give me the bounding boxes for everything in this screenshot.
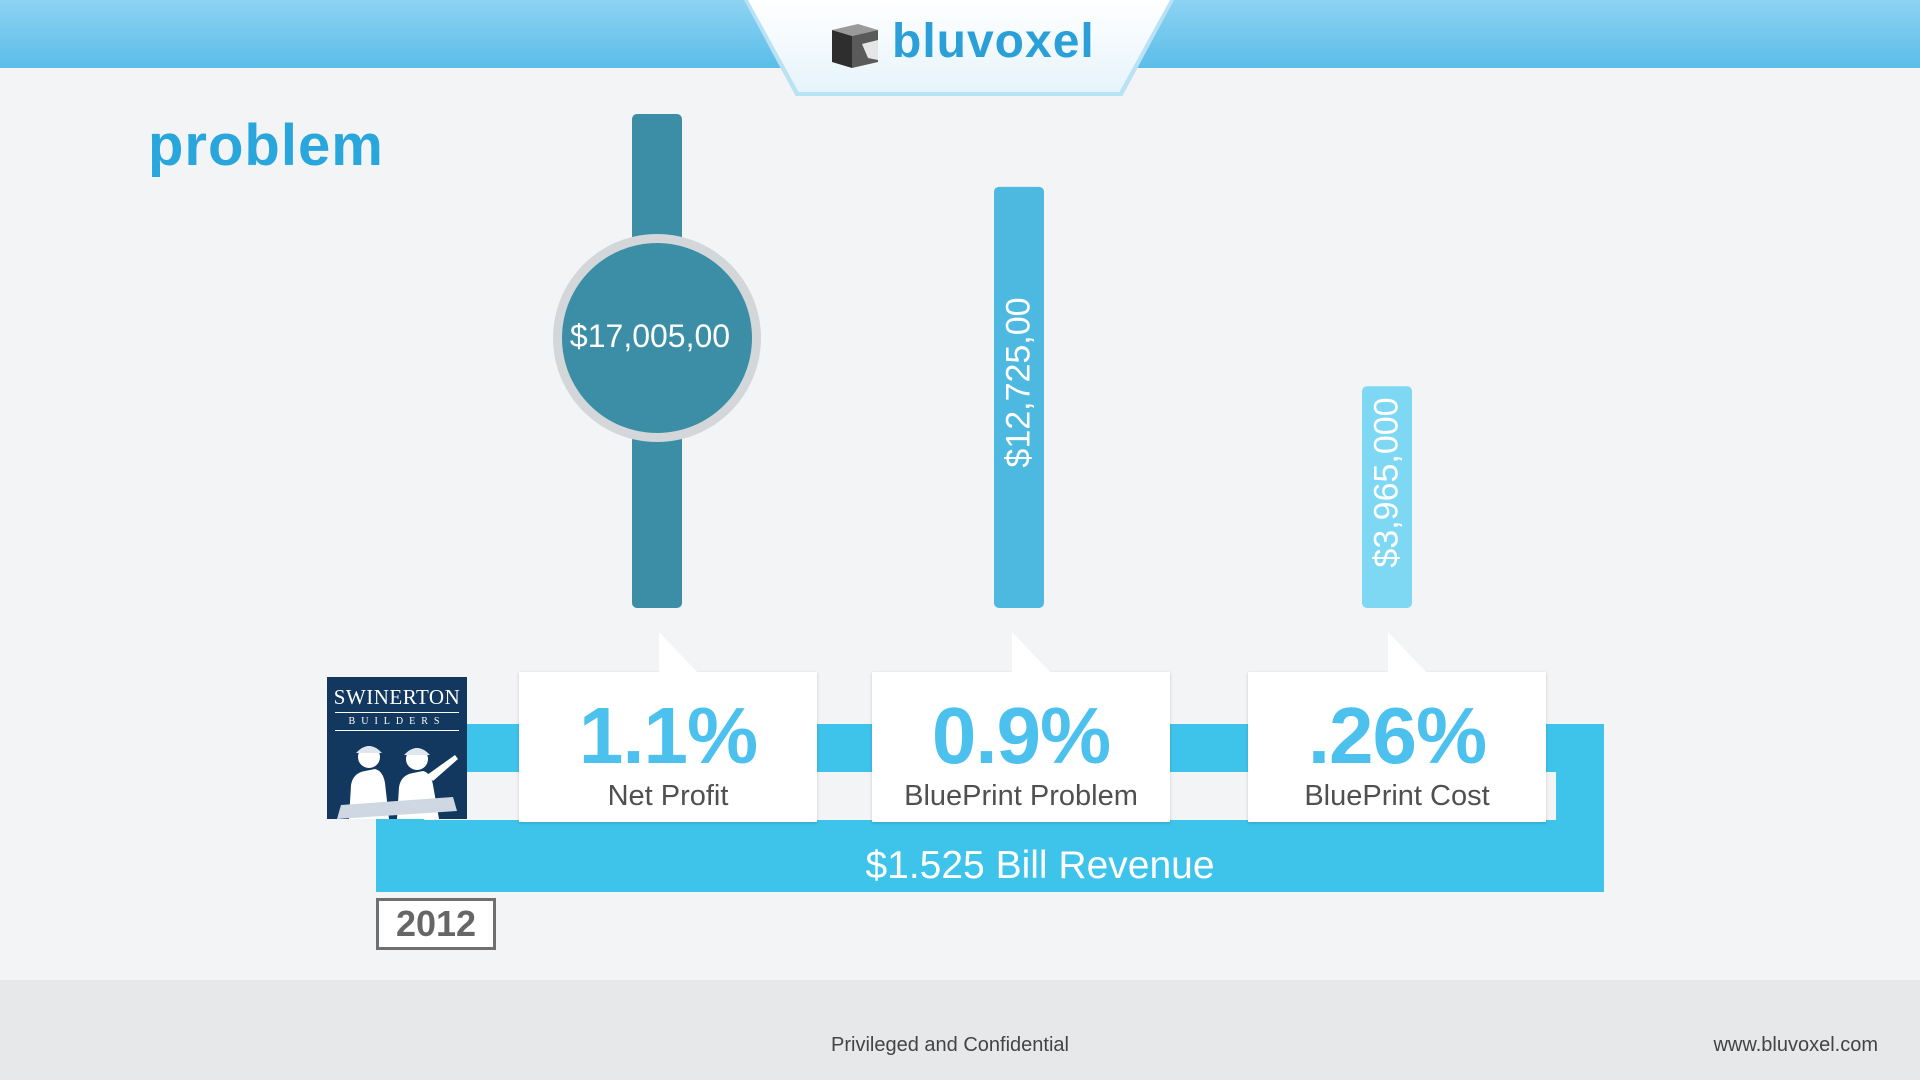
bar	[994, 186, 1044, 608]
callout-caption: BluePrint Problem	[904, 780, 1138, 812]
logo-rule	[335, 730, 459, 731]
bar-value-label: $17,005,00	[569, 318, 731, 354]
callout-percent: 1.1%	[578, 691, 758, 780]
company-logo: SWINERTON BUILDERS	[327, 677, 467, 819]
callout-caption: Net Profit	[607, 780, 729, 812]
bar-value-label: $3,965,000	[1367, 397, 1406, 568]
logo-tab	[748, 0, 1170, 92]
company-logo-name: SWINERTON	[333, 685, 461, 709]
callout-percent: .26%	[1307, 691, 1487, 780]
bar	[1362, 386, 1412, 608]
callout-percent: 0.9%	[931, 691, 1111, 780]
revenue-connector-right	[1556, 724, 1604, 892]
callout-blueprint-problem: 0.9% BluePrint Problem	[872, 632, 1170, 822]
logo-rule	[335, 712, 459, 713]
value-medallion	[562, 243, 752, 433]
brand-name: bluvoxel	[892, 15, 1095, 68]
footer-url: www.bluvoxel.com	[1713, 1034, 1878, 1056]
builders-figure-icon	[337, 746, 458, 819]
footer-confidential: Privileged and Confidential	[831, 1034, 1069, 1056]
callout-blueprint-cost: .26% BluePrint Cost	[1248, 632, 1546, 822]
revenue-label: $1.525 Bill Revenue	[865, 844, 1215, 887]
revenue-base-bar	[376, 820, 1604, 892]
page-title: problem	[148, 113, 384, 178]
bar-value-label: $12,725,00	[999, 297, 1038, 468]
callout-caption: BluePrint Cost	[1304, 780, 1490, 812]
cube-logo-icon	[832, 24, 878, 68]
footer	[0, 980, 1920, 1080]
company-logo-sub: BUILDERS	[348, 716, 446, 727]
year-badge: 2012	[376, 898, 496, 950]
callout-net-profit: 1.1% Net Profit	[519, 632, 817, 822]
